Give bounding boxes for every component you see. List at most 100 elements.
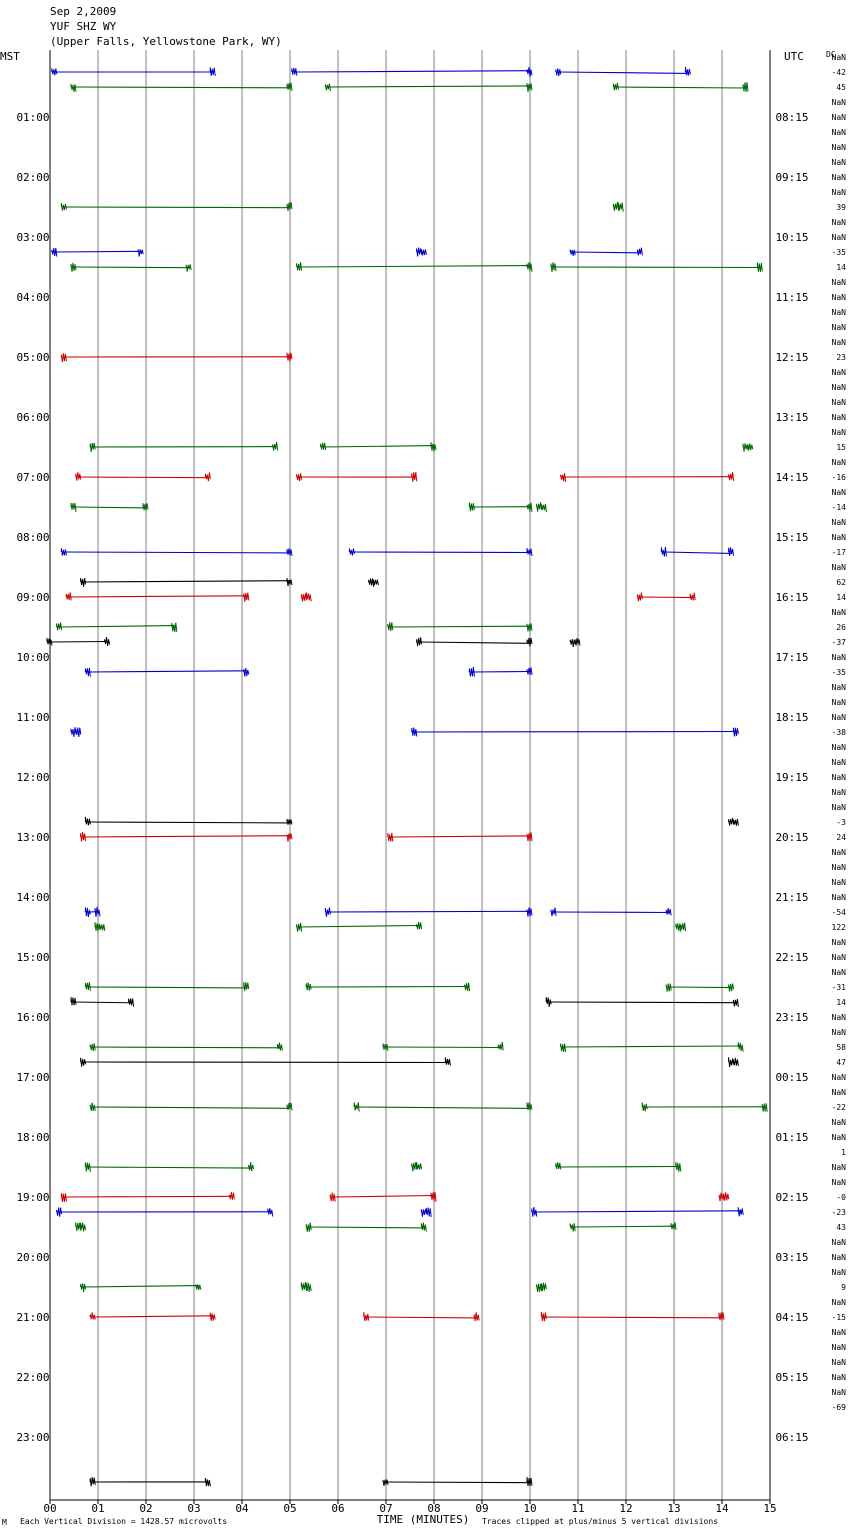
dc-offset-value: NaN — [832, 173, 847, 182]
dc-offset-value: NaN — [832, 1028, 847, 1037]
dc-offset-value: 58 — [836, 1043, 846, 1052]
trace-burst — [411, 1162, 418, 1172]
left-hour-label: 07:00 — [16, 471, 49, 484]
trace-segment — [616, 86, 747, 89]
trace-segment — [49, 640, 108, 643]
trace-burst — [526, 67, 533, 77]
dc-offset-value: NaN — [832, 698, 847, 707]
trace-burst — [291, 67, 298, 76]
trace-segment — [93, 1106, 291, 1109]
left-hour-label: 21:00 — [16, 1311, 49, 1324]
left-hour-labels: 01:00 02:00 03:00 04:00 05:00 06:00 07:00 08:00… — [16, 111, 49, 1444]
trace-burst — [728, 1057, 735, 1067]
trace-burst — [75, 727, 82, 738]
dc-offset-value: NaN — [832, 1253, 847, 1262]
trace-burst — [526, 832, 533, 842]
left-hour-label: 11:00 — [16, 711, 49, 724]
trace-segment — [64, 551, 291, 554]
trace-burst — [526, 667, 533, 676]
trace-burst — [526, 1102, 533, 1111]
trace-burst — [248, 1162, 255, 1172]
trace-burst — [526, 83, 533, 92]
trace-burst — [728, 817, 735, 826]
trace-burst — [94, 922, 101, 932]
trace-burst — [89, 1043, 96, 1051]
trace-burst — [636, 247, 643, 256]
dc-offset-value: NaN — [832, 338, 847, 347]
dc-offset-value: -15 — [832, 1313, 847, 1322]
trace-burst — [60, 203, 67, 211]
dc-offset-value: NaN — [832, 1373, 847, 1382]
trace-burst — [617, 202, 624, 212]
trace-burst — [104, 637, 111, 646]
trace-burst — [348, 548, 355, 556]
dc-offset-value: NaN — [832, 428, 847, 437]
dc-offset-value: -54 — [832, 908, 847, 917]
trace-burst — [272, 442, 279, 451]
trace-burst — [670, 1222, 677, 1230]
right-hour-label: 23:15 — [775, 1011, 808, 1024]
trace-burst — [89, 442, 96, 453]
dc-offset-value: NaN — [832, 1088, 847, 1097]
trace-burst — [526, 1476, 533, 1487]
left-hour-label: 03:00 — [16, 231, 49, 244]
dc-offset-value: 26 — [836, 623, 846, 632]
dc-offset-value: NaN — [832, 968, 847, 977]
left-hour-label: 18:00 — [16, 1131, 49, 1144]
right-hour-label: 00:15 — [775, 1071, 808, 1084]
trace-burst — [84, 667, 91, 677]
right-hour-label: 04:15 — [775, 1311, 808, 1324]
trace-burst — [636, 592, 643, 602]
trace-segment — [328, 85, 531, 88]
trace-burst — [51, 247, 58, 257]
trace-burst — [286, 202, 293, 212]
trace-burst — [286, 352, 293, 362]
trace-burst — [305, 1222, 312, 1232]
x-tick-label: 06 — [331, 1502, 344, 1515]
dc-offset-value: NaN — [832, 233, 847, 242]
trace-segment — [390, 835, 531, 838]
left-hour-label: 01:00 — [16, 111, 49, 124]
trace-segment — [573, 1225, 675, 1228]
trace-burst — [286, 82, 293, 92]
dc-offset-value: NaN — [832, 1238, 847, 1247]
trace-burst — [84, 982, 91, 991]
footer-scale-note: Each Vertical Division = 1428.57 microvo… — [20, 1517, 227, 1526]
dc-offset-value: NaN — [832, 368, 847, 377]
dc-offset-column: NaN-4245NaNNaNNaNNaNNaNNaNNaN39NaNNaN-35… — [832, 53, 847, 1412]
trace-burst — [89, 1477, 96, 1487]
trace-burst — [195, 1284, 202, 1290]
trace-burst — [204, 1478, 211, 1487]
trace-segment — [352, 551, 531, 554]
dc-offset-value: NaN — [832, 893, 847, 902]
trace-segment — [83, 580, 291, 583]
dc-offset-value: NaN — [832, 458, 847, 467]
dc-offset-value: NaN — [832, 1328, 847, 1337]
trace-burst — [569, 1223, 576, 1232]
dc-offset-value: NaN — [832, 128, 847, 137]
trace-burst — [526, 262, 533, 272]
trace-segment — [294, 70, 531, 73]
dc-offset-value: -31 — [832, 983, 847, 992]
trace-burst — [550, 262, 557, 272]
trace-burst — [430, 1192, 437, 1202]
dc-offset-value: 23 — [836, 353, 846, 362]
trace-burst — [75, 472, 82, 481]
left-hour-label: 04:00 — [16, 291, 49, 304]
x-tick-label: 14 — [715, 1502, 729, 1515]
trace-burst — [732, 1057, 739, 1066]
left-hour-label: 14:00 — [16, 891, 49, 904]
trace-segment — [69, 595, 247, 598]
trace-segment — [553, 911, 670, 914]
trace-burst — [382, 1043, 389, 1051]
dc-offset-value: NaN — [832, 848, 847, 857]
trace-burst — [324, 907, 331, 917]
dc-offset-value: NaN — [832, 1388, 847, 1397]
trace-burst — [526, 502, 533, 512]
trace-burst — [80, 578, 87, 587]
dc-offset-value: NaN — [832, 533, 847, 542]
right-hour-label: 08:15 — [775, 111, 808, 124]
trace-burst — [416, 922, 423, 930]
trace-burst — [372, 579, 379, 586]
